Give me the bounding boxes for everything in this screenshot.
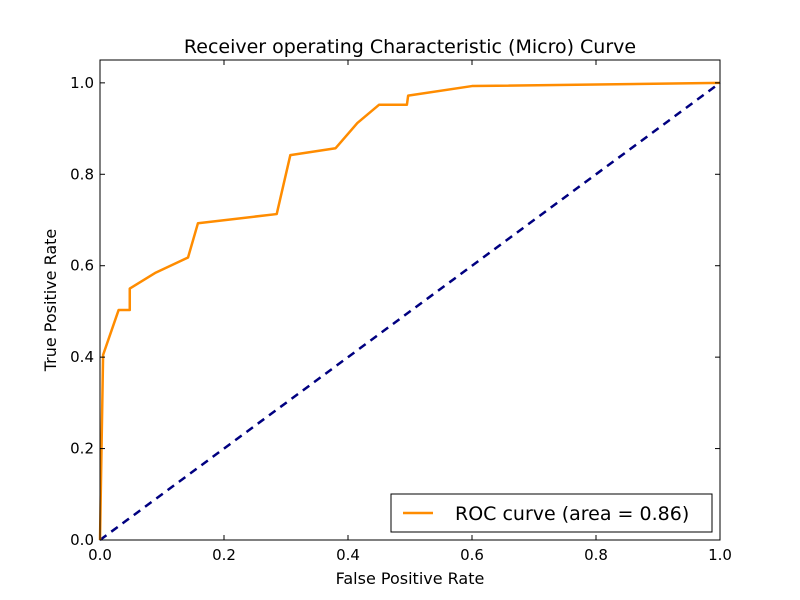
x-axis-label: False Positive Rate xyxy=(336,569,485,588)
y-axis-label: True Positive Rate xyxy=(41,229,60,373)
legend: ROC curve (area = 0.86) xyxy=(390,493,713,533)
y-tick-label: 0.2 xyxy=(70,440,94,458)
y-tick-label: 0.8 xyxy=(70,165,94,183)
x-tick-label: 0.4 xyxy=(336,546,360,564)
x-tick-label: 0.2 xyxy=(212,546,236,564)
axes-frame xyxy=(99,59,721,541)
roc-curve-line xyxy=(98,81,721,541)
y-tick-label: 1.0 xyxy=(70,74,94,92)
x-axis-ticks: 0.0 0.2 0.4 0.6 0.8 1.0 xyxy=(88,60,732,564)
legend-box xyxy=(390,493,713,533)
plot-lines xyxy=(98,81,721,542)
x-tick-label: 0.6 xyxy=(460,546,484,564)
x-tick-label: 0.0 xyxy=(88,546,112,564)
chance-diagonal-line xyxy=(99,81,721,542)
chart-title: Receiver operating Characteristic (Micro… xyxy=(184,36,636,58)
y-axis-ticks: 0.0 0.2 0.4 0.6 0.8 1.0 xyxy=(70,74,720,549)
x-tick-label: 1.0 xyxy=(708,546,732,564)
y-tick-label: 0.6 xyxy=(70,257,94,275)
legend-entry-roc: ROC curve (area = 0.86) xyxy=(455,503,689,525)
x-tick-label: 0.8 xyxy=(584,546,608,564)
y-tick-label: 0.0 xyxy=(70,531,94,549)
y-tick-label: 0.4 xyxy=(70,348,94,366)
